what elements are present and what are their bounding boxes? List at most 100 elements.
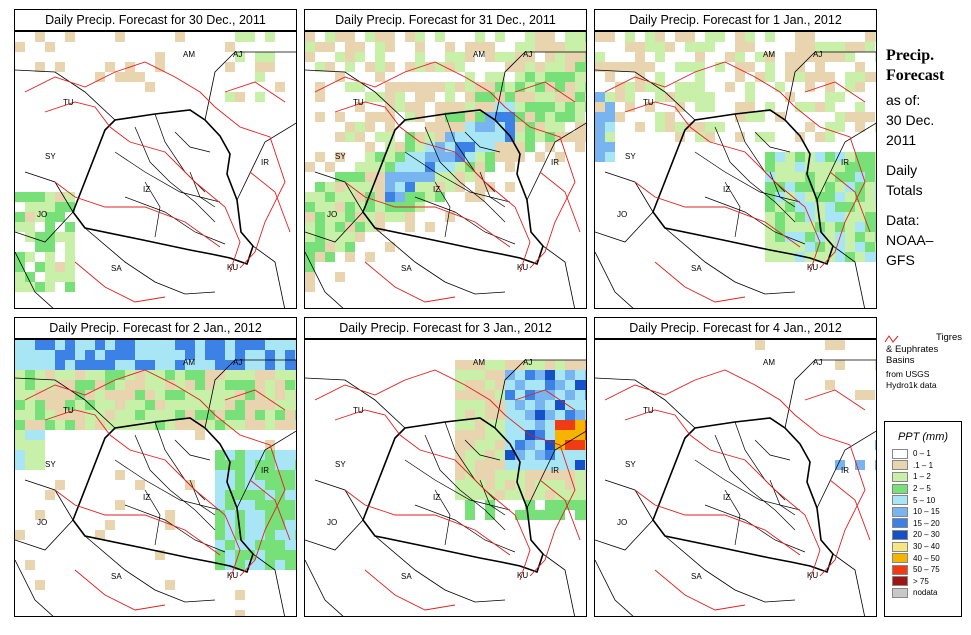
precip-cell — [305, 192, 315, 202]
precip-cell — [535, 410, 545, 420]
precip-cell — [595, 142, 605, 152]
precip-cell — [505, 420, 515, 430]
precip-cell — [485, 450, 495, 460]
precip-cell — [475, 132, 485, 142]
precip-cell — [585, 430, 586, 440]
precip-cell — [485, 460, 495, 470]
precip-cell — [565, 360, 575, 370]
precip-cell — [565, 132, 575, 142]
country-border — [15, 519, 74, 551]
precip-cell — [215, 350, 225, 360]
precip-cell — [605, 122, 615, 132]
precip-cell — [185, 410, 195, 420]
precip-cell — [775, 162, 785, 172]
precip-cell — [425, 62, 435, 72]
precip-cell — [855, 42, 865, 52]
precip-cell — [395, 172, 405, 182]
precip-cell — [95, 360, 105, 370]
precip-cell — [55, 380, 65, 390]
precip-cell — [445, 112, 455, 122]
precip-cell — [275, 390, 285, 400]
precip-cell — [465, 450, 475, 460]
precip-cell — [635, 52, 645, 62]
precip-cell — [55, 192, 65, 202]
country-label: TU — [643, 98, 654, 107]
precip-cell — [795, 252, 805, 262]
precip-cell — [205, 380, 215, 390]
precip-cell — [515, 400, 525, 410]
precip-cell — [825, 202, 835, 212]
precip-cell — [245, 540, 255, 550]
precip-cell — [415, 172, 425, 182]
precip-cell — [805, 82, 815, 92]
precip-cell — [485, 142, 495, 152]
heading-line-1: Precip. — [886, 47, 935, 64]
precip-cell — [295, 500, 296, 510]
precip-cell — [525, 470, 535, 480]
precip-cell — [665, 122, 675, 132]
precip-cell — [455, 390, 465, 400]
precip-cell — [555, 510, 565, 520]
precip-cell — [15, 262, 25, 272]
precip-cell — [875, 252, 876, 262]
country-label: KU — [227, 263, 238, 272]
country-label: TU — [353, 406, 364, 415]
precip-cell — [855, 122, 865, 132]
precip-cell — [315, 192, 325, 202]
precip-cell — [255, 470, 265, 480]
country-border — [526, 122, 586, 201]
precip-cell — [435, 112, 445, 122]
precip-cell — [525, 490, 535, 500]
precip-cell — [155, 380, 165, 390]
precip-cell — [65, 350, 75, 360]
precip-cell — [825, 152, 835, 162]
precip-cell — [385, 242, 395, 252]
precip-cell — [535, 400, 545, 410]
precip-cell — [265, 470, 275, 480]
precip-cell — [585, 102, 586, 112]
precip-cell — [165, 370, 175, 380]
precip-cell — [235, 520, 245, 530]
precip-cell — [435, 122, 445, 132]
precip-cell — [345, 252, 355, 262]
precip-cell — [435, 62, 445, 72]
province-border — [124, 504, 226, 553]
legend-row: .1 – 1 — [885, 460, 961, 472]
precip-cell — [495, 112, 505, 122]
precip-cell — [585, 62, 586, 72]
precip-cell — [805, 202, 815, 212]
precip-cell — [25, 420, 35, 430]
precip-cell — [435, 162, 445, 172]
forecast-panel-31dec: Daily Precip. Forecast for 31 Dec., 2011… — [304, 9, 587, 309]
precip-cell — [575, 410, 585, 420]
precip-cell — [235, 450, 245, 460]
precip-cell — [875, 52, 876, 62]
precip-cell — [385, 202, 395, 212]
precip-cell — [545, 370, 555, 380]
precip-cell — [815, 232, 825, 242]
precip-cell — [465, 102, 475, 112]
precip-cell — [475, 42, 485, 52]
precip-cell — [55, 420, 65, 430]
totals-label: Totals — [886, 182, 923, 198]
basin-boundary — [344, 489, 511, 556]
precip-cell — [345, 172, 355, 182]
precip-cell — [475, 152, 485, 162]
legend-row: 50 – 75 — [885, 564, 961, 576]
precip-cell — [95, 380, 105, 390]
precip-cell — [25, 410, 35, 420]
precip-cell — [485, 152, 495, 162]
precip-cell — [545, 500, 555, 510]
precip-cell — [105, 360, 115, 370]
precip-cell — [15, 360, 25, 370]
precip-cell — [575, 102, 585, 112]
precip-cell — [735, 132, 745, 142]
precip-cell — [475, 162, 485, 172]
precip-cell — [505, 152, 515, 162]
precip-cell — [335, 222, 345, 232]
basin-boundary — [24, 61, 286, 269]
precip-cell — [765, 222, 775, 232]
precip-cell — [835, 172, 845, 182]
precip-cell — [215, 340, 225, 350]
basin-boundary — [829, 171, 871, 233]
